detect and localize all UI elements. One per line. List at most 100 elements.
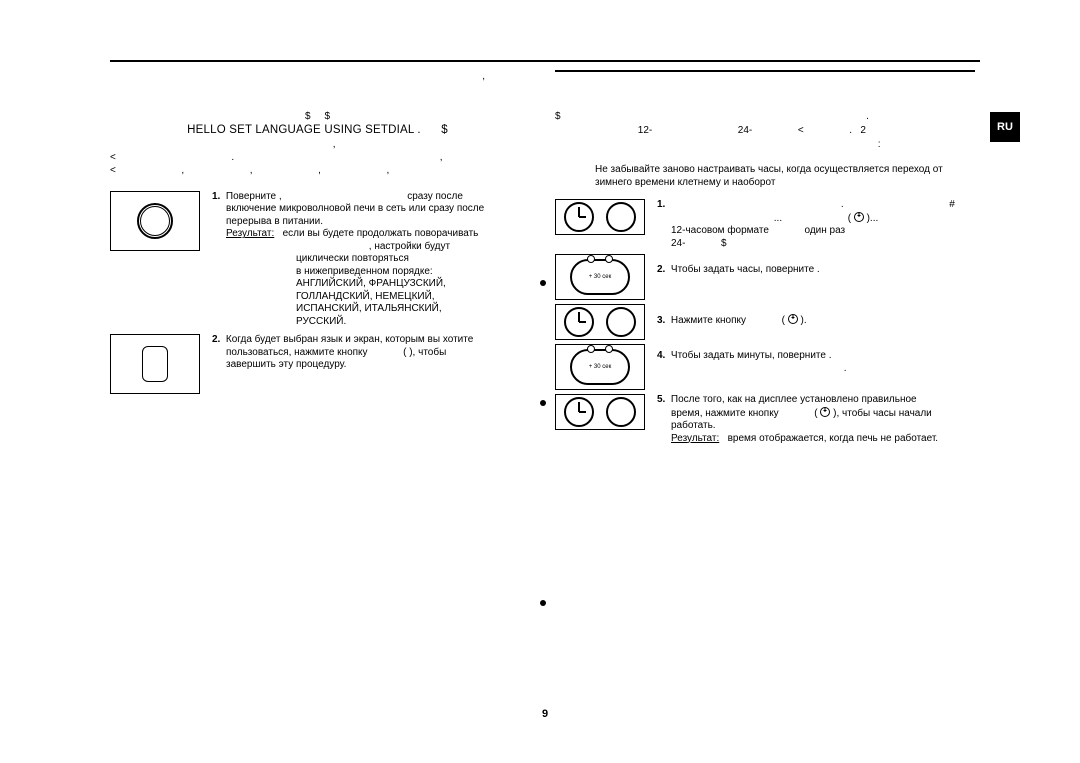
symbol-text: )... <box>867 213 879 224</box>
text-fragment: 24- <box>671 238 685 249</box>
symbol-text: , <box>318 165 321 176</box>
symbol-text: , <box>333 139 336 150</box>
language-list: ГОЛЛАНДСКИЙ, НЕМЕЦКИЙ, <box>252 291 525 304</box>
step-thumbnail <box>555 199 645 235</box>
text-fragment: 12- <box>638 125 652 136</box>
step-body: 2. Когда будет выбран язык и экран, кото… <box>212 334 525 394</box>
divider-dot <box>540 600 546 606</box>
step-text: сразу после <box>407 191 463 202</box>
symbol-text: . <box>849 125 852 136</box>
symbol-text: . <box>866 111 869 122</box>
left-step-2: 2. Когда будет выбран язык и экран, кото… <box>110 334 525 394</box>
right-step-3: 3. Нажмите кнопку ( ). <box>555 304 975 340</box>
symbol-text: # <box>949 199 955 210</box>
step-text: Когда будет выбран язык и экран, которым… <box>226 334 473 345</box>
symbol-text: , <box>440 152 443 163</box>
step-thumbnail <box>555 394 645 430</box>
step-text: Поверните , <box>226 191 282 202</box>
result-text: если вы будете продолжать поворачивать <box>283 228 479 239</box>
symbol-text: $ <box>305 111 311 122</box>
step-text: Чтобы задать минуты, поверните . <box>671 350 832 361</box>
dial-icon <box>137 203 173 239</box>
intro-title: HELLO SET LANGUAGE USING SETDIAL . <box>187 124 421 136</box>
hand-icon <box>142 346 168 382</box>
step-thumbnail <box>110 334 200 394</box>
step-text: включение микроволновой печи в сеть или … <box>212 203 525 228</box>
right-step-1a: 1. . # ... ( )... 1 <box>555 199 975 250</box>
step-text: пользоваться, нажмите кнопку <box>226 347 368 358</box>
right-step-2: + 30 сек 2. Чтобы задать часы, поверните… <box>555 254 975 300</box>
text-fragment: один раз <box>804 225 845 236</box>
symbol-text: < <box>798 125 804 136</box>
dial-icon <box>606 202 636 232</box>
page-number: 9 <box>542 708 548 720</box>
step-body: 1. . # ... ( )... 1 <box>657 199 975 250</box>
right-column: $ . 12- 24- < . 2 : Не забывай <box>555 70 975 445</box>
step-text: Нажмите кнопку <box>671 315 746 326</box>
language-list: ИСПАНСКИЙ, ИТАЛЬЯНСКИЙ, <box>252 303 525 316</box>
clock-icon <box>564 307 594 337</box>
symbol-text: $ <box>324 111 330 122</box>
symbol-text: . <box>841 199 844 210</box>
step-number: 2. <box>657 264 665 275</box>
symbol-text: $ <box>555 111 561 122</box>
right-step-4: + 30 сек 4. Чтобы задать минуты, поверни… <box>555 344 975 390</box>
symbol-text: : <box>878 139 881 150</box>
right-step-5: 5. После того, как на дисплее установлен… <box>555 394 975 445</box>
control-panel-icon: + 30 сек <box>570 349 630 385</box>
right-intro: $ . 12- 24- < . 2 : <box>555 110 975 152</box>
clock-icon <box>564 397 594 427</box>
left-intro: , $ $ HELLO SET LANGUAGE USING SETDIAL .… <box>110 70 525 177</box>
step-text: завершить эту процедуру. <box>212 359 525 372</box>
language-list: РУССКИЙ. <box>252 316 525 329</box>
language-tab: RU <box>990 112 1020 142</box>
clock-icon <box>788 314 798 324</box>
symbol-text: ( <box>782 315 785 326</box>
language-list: АНГЛИЙСКИЙ, ФРАНЦУЗСКИЙ, <box>252 278 525 291</box>
control-panel-icon: + 30 сек <box>570 259 630 295</box>
step-number: 4. <box>657 350 665 361</box>
text-fragment: 2 <box>860 125 866 136</box>
left-step-1: 1. Поверните , сразу после включение мик… <box>110 191 525 329</box>
step-text: После того, как на дисплее установлено п… <box>671 394 917 405</box>
symbol-text: $ <box>721 238 727 249</box>
column-divider <box>540 70 546 610</box>
symbol-text: , <box>482 70 485 83</box>
step-number: 3. <box>657 315 665 326</box>
symbol-text: $ <box>441 124 448 136</box>
step-body: 3. Нажмите кнопку ( ). <box>657 304 975 340</box>
symbol-text: < <box>110 152 116 163</box>
clock-icon <box>564 202 594 232</box>
symbol-text: , <box>181 165 184 176</box>
step-text: Чтобы задать часы, поверните . <box>671 264 820 275</box>
symbol-text: . <box>844 363 847 374</box>
text-fragment: 24- <box>738 125 752 136</box>
top-rule <box>110 60 980 62</box>
divider-dot <box>540 400 546 406</box>
symbol-text: ( <box>848 213 851 224</box>
note-text: Не забывайте заново настраивать часы, ко… <box>555 164 975 189</box>
step-thumbnail <box>555 304 645 340</box>
result-label: Результат: <box>671 433 719 444</box>
dial-icon <box>606 397 636 427</box>
result-label: Результат: <box>226 228 274 239</box>
result-text: время отображается, когда печь не работа… <box>728 433 938 444</box>
step-number: 1. <box>657 199 665 210</box>
step-number: 1. <box>212 191 220 202</box>
symbol-text: ), чтобы часы начали <box>833 408 932 419</box>
step-body: 4. Чтобы задать минуты, поверните . . <box>657 344 975 390</box>
step-thumbnail <box>110 191 200 251</box>
result-text: в нижеприведенном порядке: <box>252 266 525 279</box>
result-text: циклически повторяться <box>252 253 525 266</box>
step-number: 5. <box>657 394 665 405</box>
result-text: , настройки будут <box>369 241 450 252</box>
symbol-text: < <box>110 165 116 176</box>
text-fragment: 12-часовом формате <box>671 225 769 236</box>
step-body: 5. После того, как на дисплее установлен… <box>657 394 975 445</box>
step-number: 2. <box>212 334 220 345</box>
page: RU , $ $ HELLO SET LANGUAGE USING SETDIA… <box>110 60 980 720</box>
step-body: 1. Поверните , сразу после включение мик… <box>212 191 525 329</box>
divider-dot <box>540 280 546 286</box>
step-thumbnail: + 30 сек <box>555 254 645 300</box>
text-fragment: ... <box>774 213 782 224</box>
